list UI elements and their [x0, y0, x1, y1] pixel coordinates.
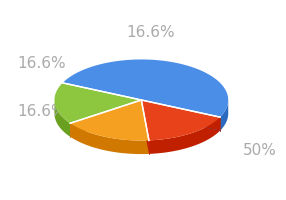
Polygon shape [220, 100, 228, 131]
Polygon shape [70, 123, 149, 154]
Text: 50%: 50% [243, 143, 277, 158]
Polygon shape [70, 100, 149, 141]
Polygon shape [54, 100, 70, 137]
Text: 16.6%: 16.6% [17, 56, 66, 71]
Polygon shape [70, 100, 141, 137]
Text: 16.6%: 16.6% [127, 25, 175, 40]
Text: 16.6%: 16.6% [17, 104, 66, 119]
Polygon shape [141, 100, 149, 154]
Polygon shape [149, 117, 220, 154]
Polygon shape [141, 100, 220, 131]
Polygon shape [141, 100, 220, 140]
Polygon shape [54, 83, 141, 123]
Polygon shape [63, 59, 228, 117]
Polygon shape [141, 100, 220, 131]
